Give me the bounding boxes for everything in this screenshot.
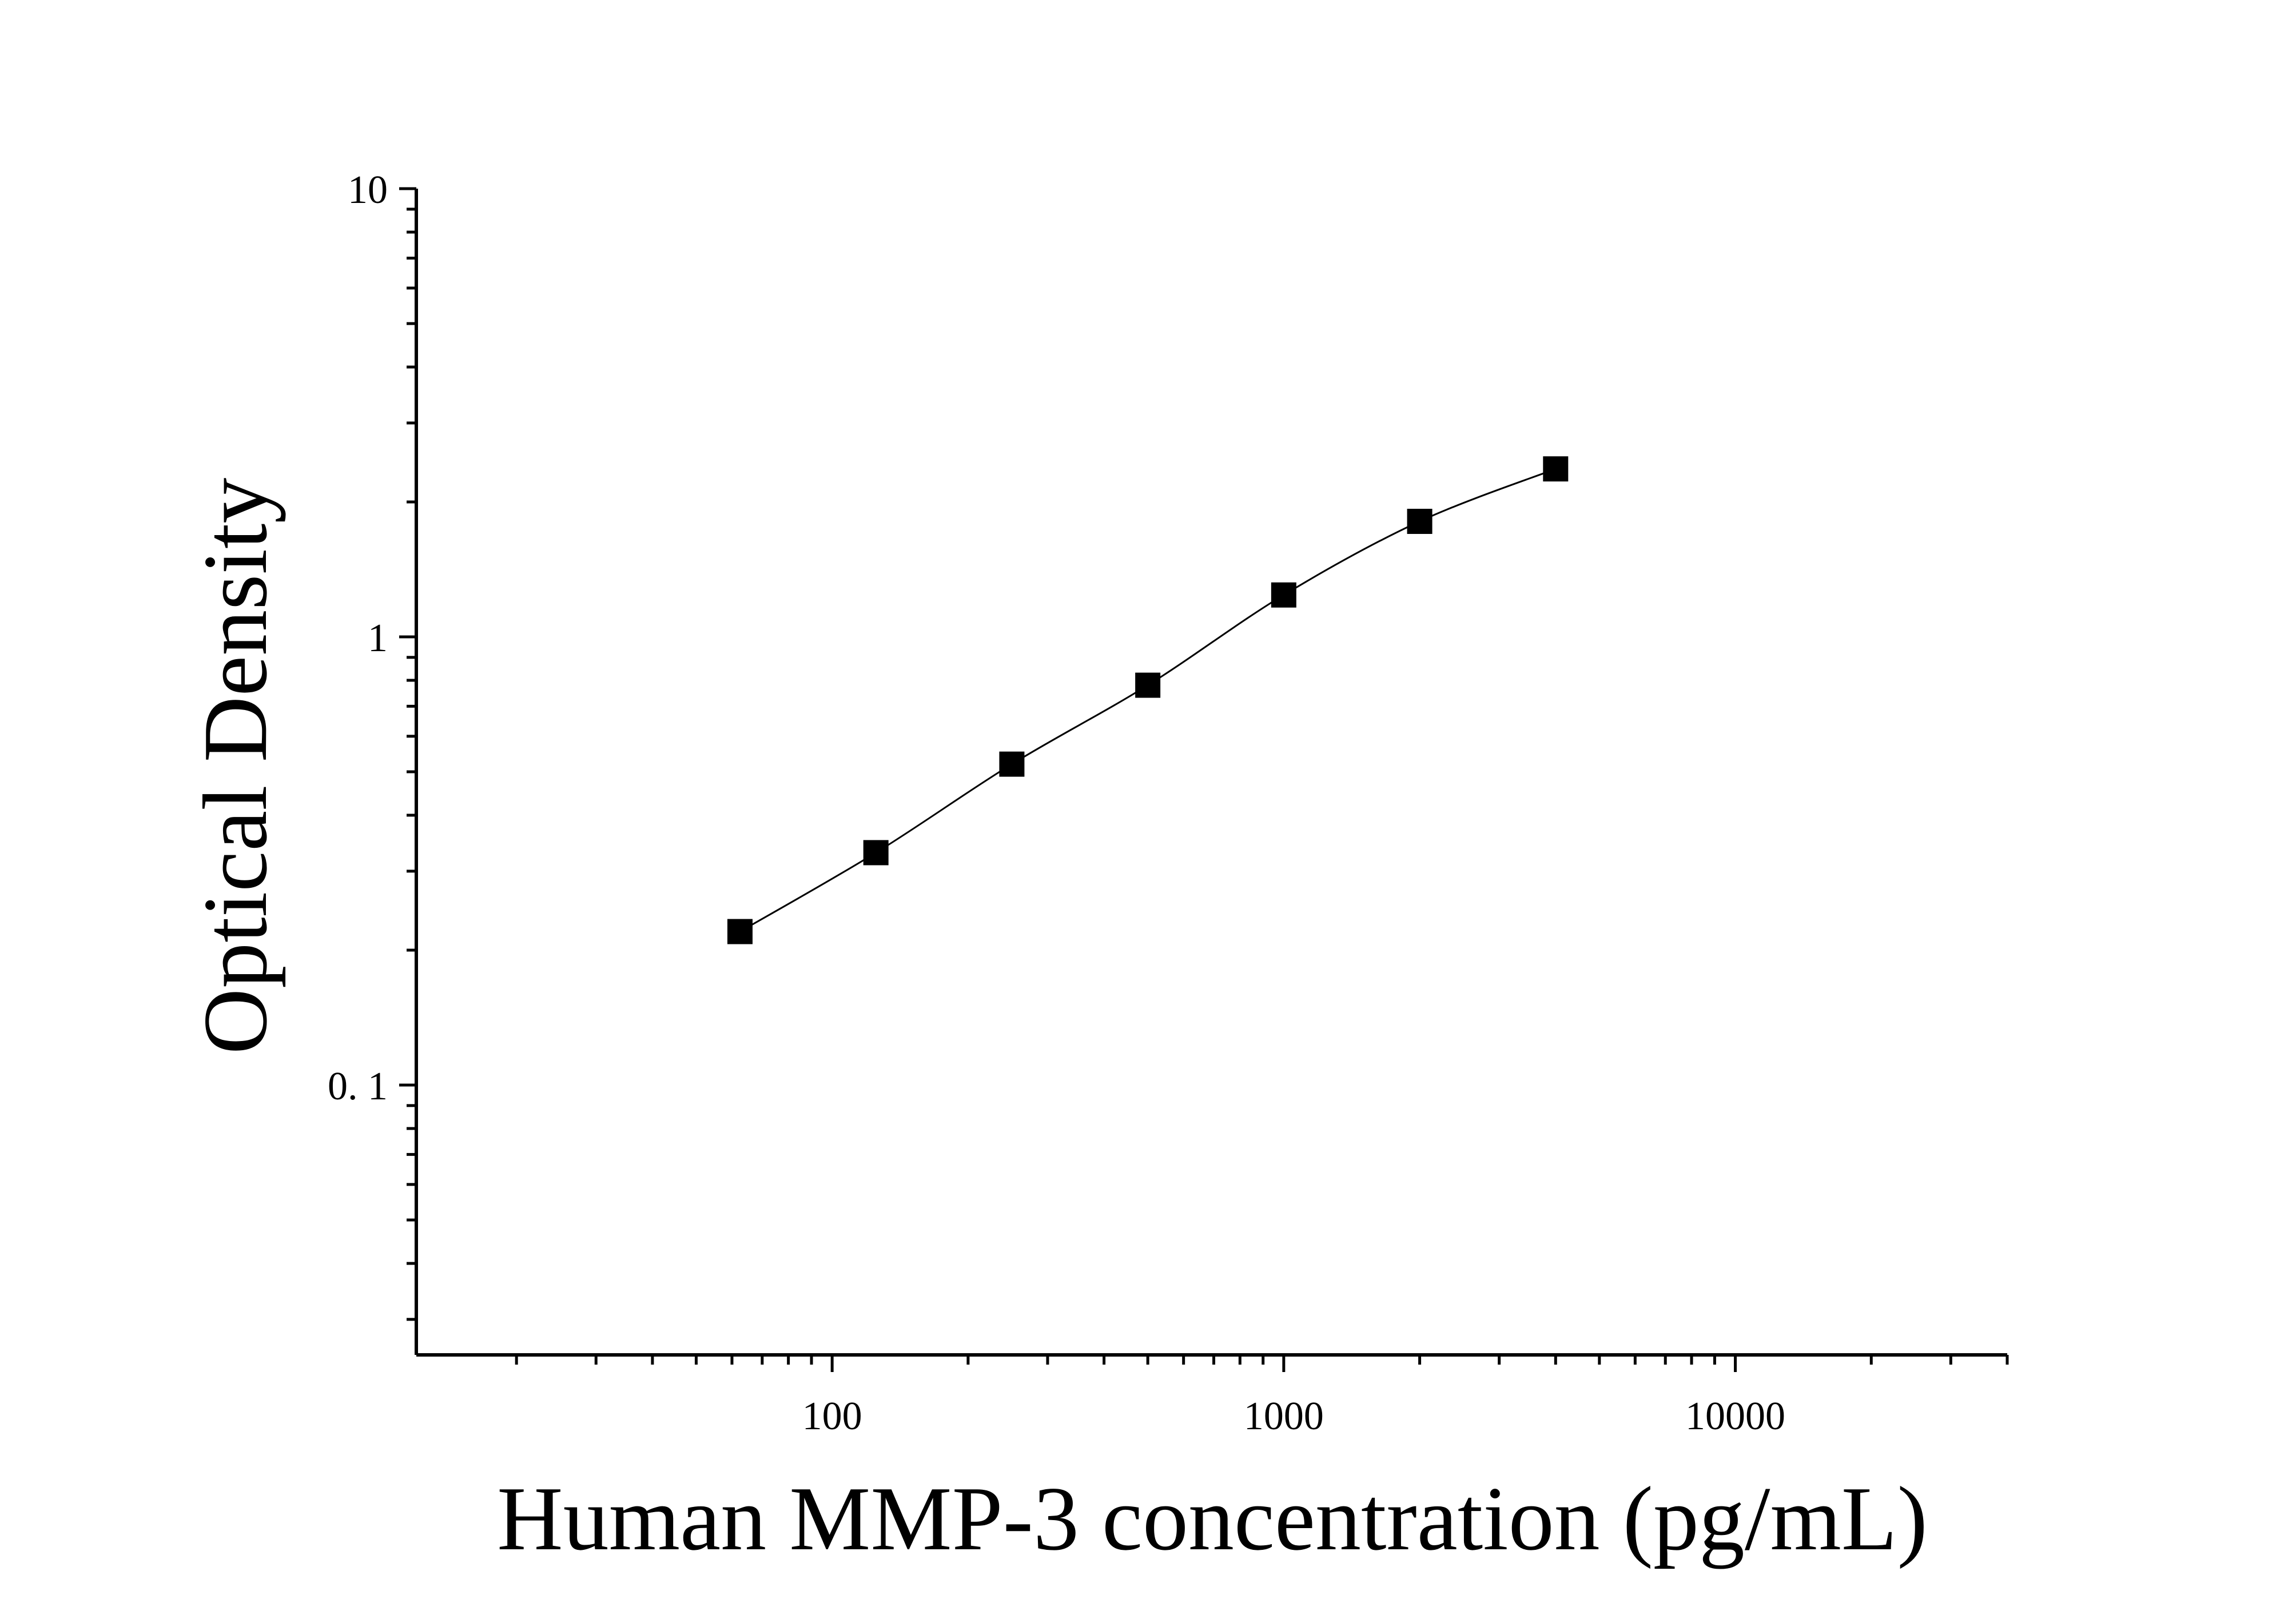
x-axis-title: Human MMP-3 concentration (pg/mL) [497,1468,1928,1569]
axes [399,187,2009,1372]
fit-curve-layer [739,468,1556,932]
y-tick-label: 10 [348,168,388,212]
data-points-layer [727,456,1569,944]
data-point-marker [1271,582,1296,608]
data-point-marker [999,751,1025,777]
data-point-marker [1543,456,1569,482]
y-axis-title: Optical Density [184,478,286,1055]
y-tick-label: 0. 1 [328,1064,388,1108]
tick-labels-layer: 0. 1 1 10 100 1000 10000 [328,168,1785,1438]
data-point-marker [1407,508,1432,534]
data-point-marker [727,919,753,944]
x-tick-label: 100 [802,1394,862,1438]
data-point-marker [1135,672,1161,698]
data-point-marker [863,840,889,866]
fit-curve [739,468,1556,932]
y-tick-label: 1 [368,616,388,660]
x-tick-label: 1000 [1244,1394,1324,1438]
x-tick-label: 10000 [1685,1394,1785,1438]
